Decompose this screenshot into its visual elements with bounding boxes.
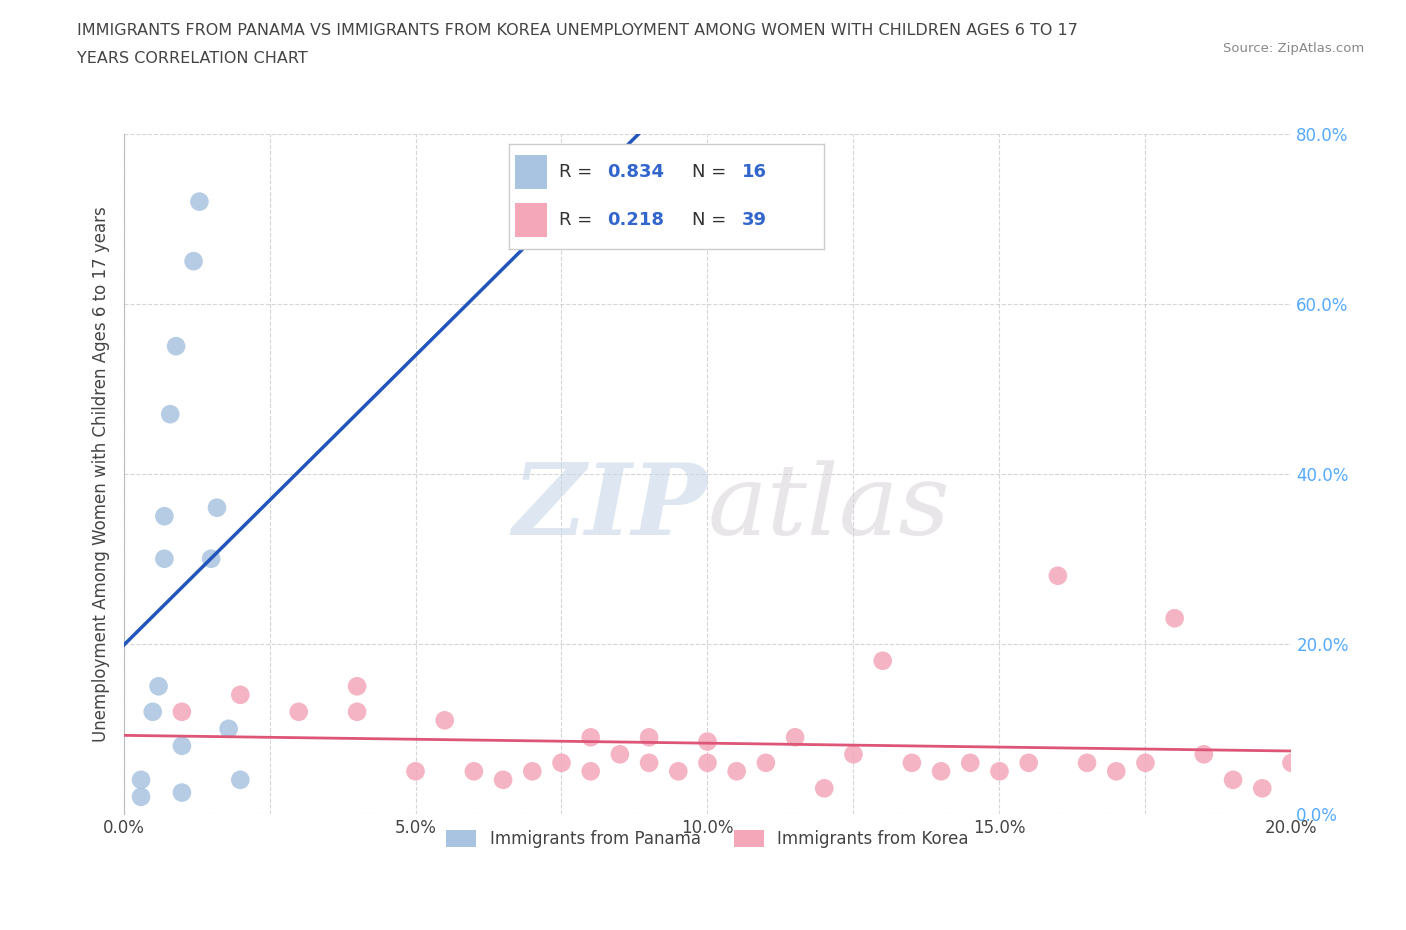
Point xyxy=(492,773,515,788)
Text: IMMIGRANTS FROM PANAMA VS IMMIGRANTS FROM KOREA UNEMPLOYMENT AMONG WOMEN WITH CH: IMMIGRANTS FROM PANAMA VS IMMIGRANTS FRO… xyxy=(77,23,1078,38)
Point xyxy=(1281,755,1303,770)
Point xyxy=(159,406,181,421)
Point xyxy=(183,254,205,269)
Point xyxy=(929,764,952,778)
Point xyxy=(170,785,193,800)
Point xyxy=(609,747,631,762)
Point xyxy=(433,713,456,728)
Point xyxy=(229,687,252,702)
Point xyxy=(153,509,176,524)
Point xyxy=(346,704,368,719)
Point xyxy=(188,194,211,209)
Point xyxy=(842,747,865,762)
Point xyxy=(550,755,572,770)
Point xyxy=(1222,773,1244,788)
Point xyxy=(129,773,152,788)
Point xyxy=(1046,568,1069,583)
Point xyxy=(725,764,748,778)
Point xyxy=(901,755,924,770)
Point xyxy=(696,734,718,749)
Point xyxy=(405,764,427,778)
Point xyxy=(579,730,602,745)
Point xyxy=(287,704,309,719)
Point xyxy=(638,730,661,745)
Point xyxy=(170,704,193,719)
Point xyxy=(165,339,187,353)
Text: ZIP: ZIP xyxy=(513,459,707,556)
Point xyxy=(205,500,228,515)
Point xyxy=(153,551,176,566)
Point xyxy=(1135,755,1157,770)
Point xyxy=(148,679,170,694)
Legend: Immigrants from Panama, Immigrants from Korea: Immigrants from Panama, Immigrants from … xyxy=(437,822,977,857)
Point xyxy=(638,755,661,770)
Point xyxy=(346,679,368,694)
Y-axis label: Unemployment Among Women with Children Ages 6 to 17 years: Unemployment Among Women with Children A… xyxy=(93,206,110,741)
Point xyxy=(988,764,1011,778)
Point xyxy=(1076,755,1098,770)
Point xyxy=(666,764,689,778)
Point xyxy=(755,755,778,770)
Text: YEARS CORRELATION CHART: YEARS CORRELATION CHART xyxy=(77,51,308,66)
Point xyxy=(872,654,894,669)
Point xyxy=(229,773,252,788)
Point xyxy=(783,730,806,745)
Point xyxy=(1105,764,1128,778)
Point xyxy=(142,704,165,719)
Point xyxy=(696,755,718,770)
Point xyxy=(522,764,544,778)
Point xyxy=(218,722,240,737)
Text: atlas: atlas xyxy=(707,460,950,555)
Point xyxy=(1018,755,1040,770)
Text: Source: ZipAtlas.com: Source: ZipAtlas.com xyxy=(1223,42,1364,55)
Point xyxy=(1192,747,1215,762)
Point xyxy=(200,551,222,566)
Point xyxy=(579,764,602,778)
Point xyxy=(813,781,835,796)
Point xyxy=(1251,781,1274,796)
Point xyxy=(463,764,485,778)
Point xyxy=(1163,611,1185,626)
Point xyxy=(170,738,193,753)
Point xyxy=(959,755,981,770)
Point xyxy=(129,790,152,804)
